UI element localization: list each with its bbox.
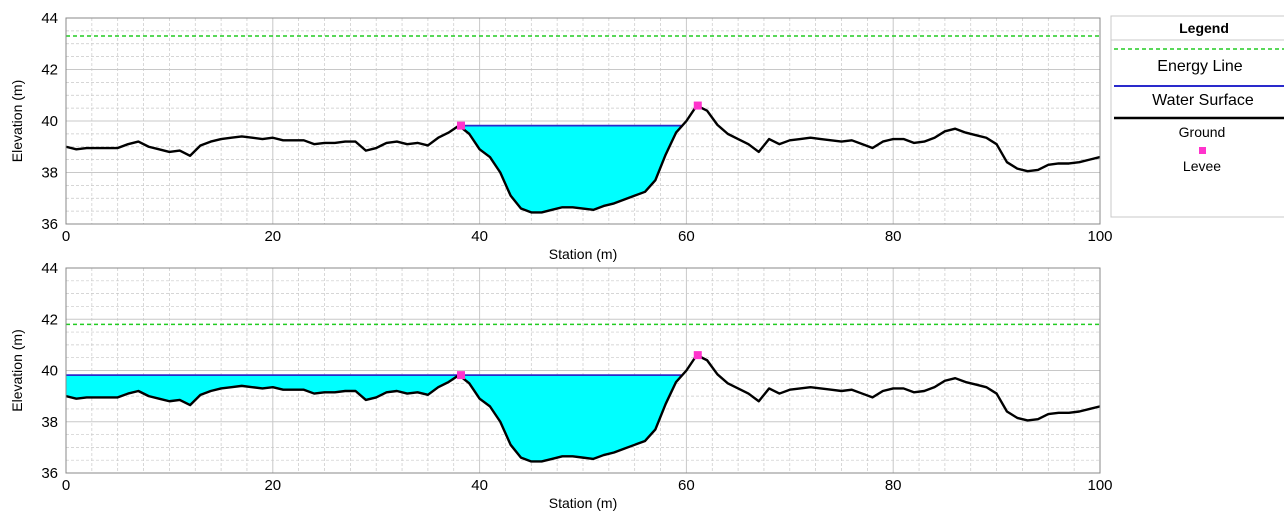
levee-marker <box>456 121 465 130</box>
legend-box <box>1110 15 1284 218</box>
water-area <box>460 125 682 213</box>
legend-label-water-surface: Water Surface <box>1152 92 1254 109</box>
x-tick-label: 40 <box>471 228 488 245</box>
x-tick-label: 100 <box>1087 228 1112 245</box>
ground-profile <box>65 353 1101 463</box>
x-tick-label: 60 <box>678 477 695 494</box>
y-tick-label: 38 <box>41 165 58 182</box>
y-tick-label: 44 <box>41 10 58 27</box>
x-tick-label: 60 <box>678 228 695 245</box>
y-axis-title: Elevation (m) <box>9 329 25 411</box>
x-axis-title: Station (m) <box>549 246 617 262</box>
legend: Legend Energy Line Water Surface Ground … <box>1110 15 1284 218</box>
x-tick-label: 0 <box>62 228 70 245</box>
y-tick-label: 36 <box>41 465 58 482</box>
cross-section-chart-top: 0 20 40 60 80 100 36 38 40 42 44 Station (m) Elevati… <box>9 10 1113 262</box>
y-tick-label: 42 <box>41 62 58 79</box>
legend-label-energy-line: Energy Line <box>1157 58 1242 75</box>
y-axis-title: Elevation (m) <box>9 80 25 162</box>
y-tick-label: 44 <box>41 260 58 277</box>
y-tick-label: 40 <box>41 363 58 380</box>
cross-section-chart-bottom: 0 20 40 60 80 100 36 38 40 42 44 Station (m) Elevati… <box>9 260 1113 511</box>
legend-label-levee: Levee <box>1183 158 1221 174</box>
y-tick-label: 42 <box>41 311 58 328</box>
y-tick-label: 38 <box>41 414 58 431</box>
x-axis-title: Station (m) <box>549 495 617 511</box>
levee-legend-icon <box>1199 147 1206 154</box>
x-tick-label: 20 <box>264 228 281 245</box>
x-tick-label: 0 <box>62 477 70 494</box>
x-tick-label: 100 <box>1087 477 1112 494</box>
ground-profile <box>65 104 1101 214</box>
x-tick-label: 80 <box>885 477 902 494</box>
x-tick-label: 40 <box>471 477 488 494</box>
levee-marker <box>693 101 702 110</box>
x-tick-label: 20 <box>264 477 281 494</box>
legend-label-ground: Ground <box>1179 124 1226 140</box>
y-tick-label: 40 <box>41 113 58 130</box>
plot-border <box>65 17 1101 225</box>
levee-marker <box>456 371 465 380</box>
legend-title: Legend <box>1179 20 1229 36</box>
plot-border <box>65 267 1101 474</box>
water-area <box>66 375 682 462</box>
x-tick-label: 80 <box>885 228 902 245</box>
y-tick-label: 36 <box>41 216 58 233</box>
levee-marker <box>693 351 702 360</box>
